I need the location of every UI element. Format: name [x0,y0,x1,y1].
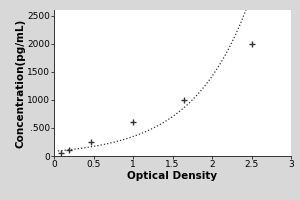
X-axis label: Optical Density: Optical Density [128,171,218,181]
Y-axis label: Concentration(pg/mL): Concentration(pg/mL) [15,18,26,148]
